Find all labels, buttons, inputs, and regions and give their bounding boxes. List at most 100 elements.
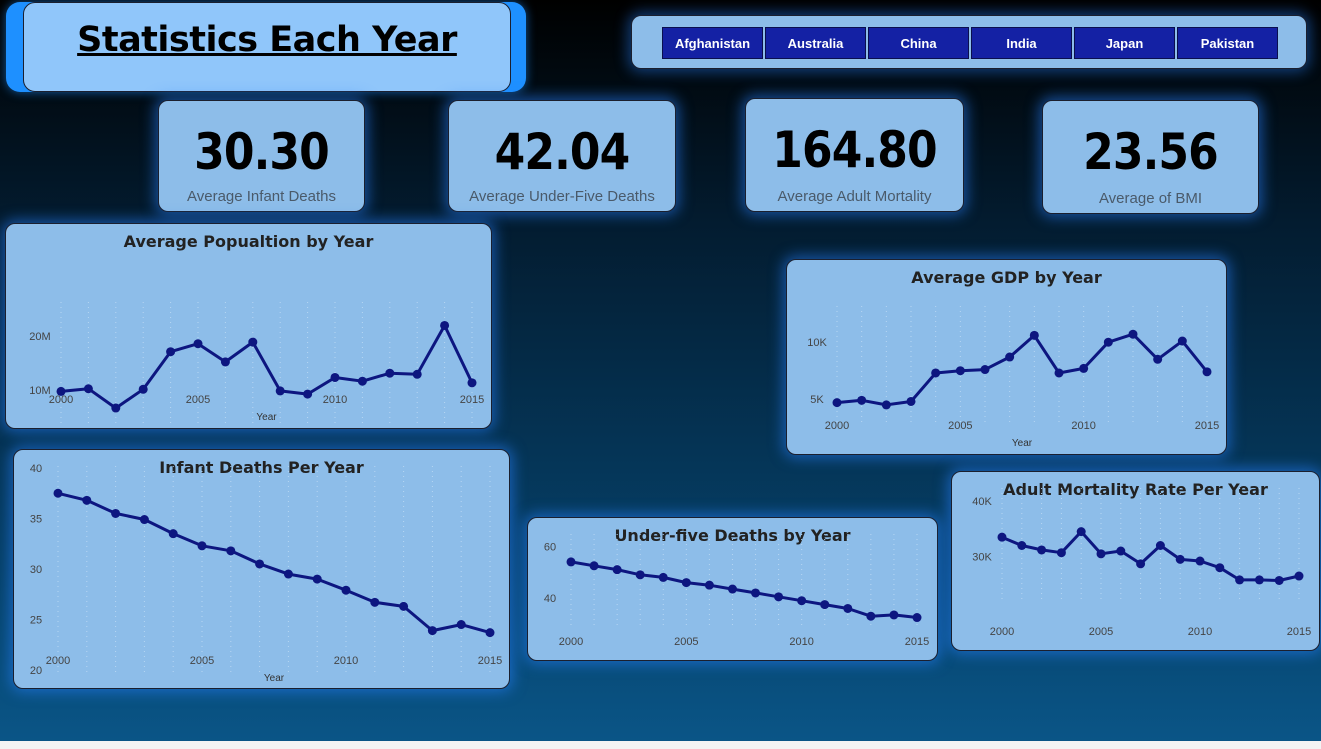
data-point-2007[interactable] [1005, 352, 1015, 362]
data-point-2000[interactable] [832, 398, 842, 408]
data-point-2010[interactable] [1195, 556, 1205, 566]
series-line [569, 560, 919, 619]
data-point-2005[interactable] [197, 541, 207, 551]
data-point-2009[interactable] [303, 389, 313, 399]
data-point-2008[interactable] [1155, 541, 1165, 550]
data-point-2005[interactable] [1096, 549, 1106, 559]
data-point-2010[interactable] [341, 585, 351, 595]
data-point-2003[interactable] [906, 396, 916, 406]
x-axis-title: Year [264, 673, 285, 684]
kpi-card-under-five-deaths: 42.04 Average Under-Five Deaths [448, 100, 676, 212]
x-tick-label: 2010 [1188, 626, 1212, 638]
data-point-2012[interactable] [399, 601, 409, 611]
slicer-button-afghanistan[interactable]: Afghanistan [662, 27, 763, 59]
data-point-2010[interactable] [797, 596, 807, 606]
data-point-2006[interactable] [220, 357, 230, 367]
data-point-2010[interactable] [1079, 363, 1089, 373]
data-point-2014[interactable] [440, 320, 450, 330]
data-point-2015[interactable] [1202, 367, 1212, 377]
data-point-2012[interactable] [843, 603, 853, 613]
data-point-2004[interactable] [1076, 527, 1086, 537]
data-point-2012[interactable] [1128, 329, 1138, 339]
data-point-2002[interactable] [1037, 545, 1047, 555]
data-point-2000[interactable] [997, 532, 1007, 542]
data-point-2002[interactable] [881, 400, 891, 410]
data-point-2015[interactable] [467, 378, 477, 388]
data-point-2005[interactable] [955, 366, 965, 376]
data-point-2004[interactable] [931, 368, 941, 378]
data-point-2013[interactable] [1153, 354, 1163, 364]
data-point-2001[interactable] [857, 395, 867, 405]
data-point-2011[interactable] [1215, 563, 1225, 573]
data-point-2006[interactable] [704, 580, 714, 590]
data-point-2015[interactable] [912, 613, 922, 623]
data-point-2013[interactable] [1254, 575, 1264, 585]
data-point-2012[interactable] [1235, 575, 1245, 585]
y-tick-label: 10M [29, 385, 50, 397]
data-point-2011[interactable] [820, 600, 830, 610]
y-tick-label: 35 [30, 514, 42, 526]
data-point-2002[interactable] [612, 565, 622, 575]
data-point-2010[interactable] [330, 372, 340, 382]
data-point-2009[interactable] [312, 574, 322, 584]
data-point-2006[interactable] [980, 365, 990, 375]
data-point-2014[interactable] [1274, 575, 1284, 585]
data-point-2002[interactable] [111, 508, 121, 518]
data-point-2001[interactable] [83, 384, 93, 394]
data-point-2014[interactable] [1177, 336, 1187, 346]
data-point-2012[interactable] [385, 368, 395, 378]
slicer-button-japan[interactable]: Japan [1074, 27, 1175, 59]
data-point-2009[interactable] [774, 592, 784, 602]
data-point-2003[interactable] [635, 570, 645, 580]
slicer-button-pakistan[interactable]: Pakistan [1177, 27, 1278, 59]
data-point-2013[interactable] [412, 369, 422, 379]
data-point-2009[interactable] [1175, 554, 1185, 564]
data-point-2001[interactable] [82, 495, 92, 505]
data-point-2008[interactable] [275, 386, 285, 396]
data-point-2004[interactable] [166, 347, 176, 357]
data-point-2011[interactable] [1103, 337, 1113, 347]
slicer-button-china[interactable]: China [868, 27, 969, 59]
data-point-2013[interactable] [866, 611, 876, 621]
data-point-2013[interactable] [427, 626, 437, 636]
title-banner: Statistics Each Year [6, 2, 526, 92]
data-point-2005[interactable] [681, 578, 691, 588]
data-point-2003[interactable] [1056, 548, 1066, 558]
data-point-2000[interactable] [566, 557, 576, 567]
data-point-2004[interactable] [658, 572, 668, 582]
data-point-2009[interactable] [1054, 368, 1064, 378]
data-point-2004[interactable] [168, 529, 178, 539]
data-point-2006[interactable] [1116, 546, 1126, 556]
data-point-2000[interactable] [56, 386, 66, 396]
data-point-2014[interactable] [456, 620, 466, 630]
data-point-2011[interactable] [370, 597, 380, 607]
data-point-2014[interactable] [889, 610, 899, 620]
data-point-2006[interactable] [226, 546, 236, 556]
data-point-2007[interactable] [255, 559, 265, 569]
data-point-2007[interactable] [248, 337, 258, 347]
x-axis-title: Year [256, 412, 277, 423]
chart-infant-deaths-per-year: Infant Deaths Per Year 20 25 30 35 40 2000 200… [13, 449, 510, 689]
series-line [1000, 530, 1301, 582]
data-point-2002[interactable] [111, 403, 121, 413]
slicer-button-india[interactable]: India [971, 27, 1072, 59]
data-point-2001[interactable] [1017, 541, 1027, 550]
data-point-2000[interactable] [53, 488, 63, 498]
underfive-plot: 40 60 2000 2005 2010 2015 [544, 534, 929, 648]
data-point-2003[interactable] [138, 384, 148, 394]
data-point-2007[interactable] [1136, 559, 1146, 569]
data-point-2008[interactable] [283, 569, 293, 579]
x-tick-label: 2015 [905, 636, 929, 648]
data-point-2015[interactable] [485, 628, 495, 638]
data-point-2001[interactable] [589, 561, 599, 571]
kpi-label: Average Under-Five Deaths [469, 188, 655, 205]
data-point-2008[interactable] [751, 588, 761, 598]
kpi-label: Average Infant Deaths [187, 188, 336, 205]
data-point-2015[interactable] [1294, 571, 1304, 581]
data-point-2011[interactable] [357, 376, 367, 386]
data-point-2003[interactable] [139, 515, 149, 525]
data-point-2008[interactable] [1029, 330, 1039, 340]
data-point-2007[interactable] [727, 584, 737, 594]
data-point-2005[interactable] [193, 339, 203, 349]
slicer-button-australia[interactable]: Australia [765, 27, 866, 59]
